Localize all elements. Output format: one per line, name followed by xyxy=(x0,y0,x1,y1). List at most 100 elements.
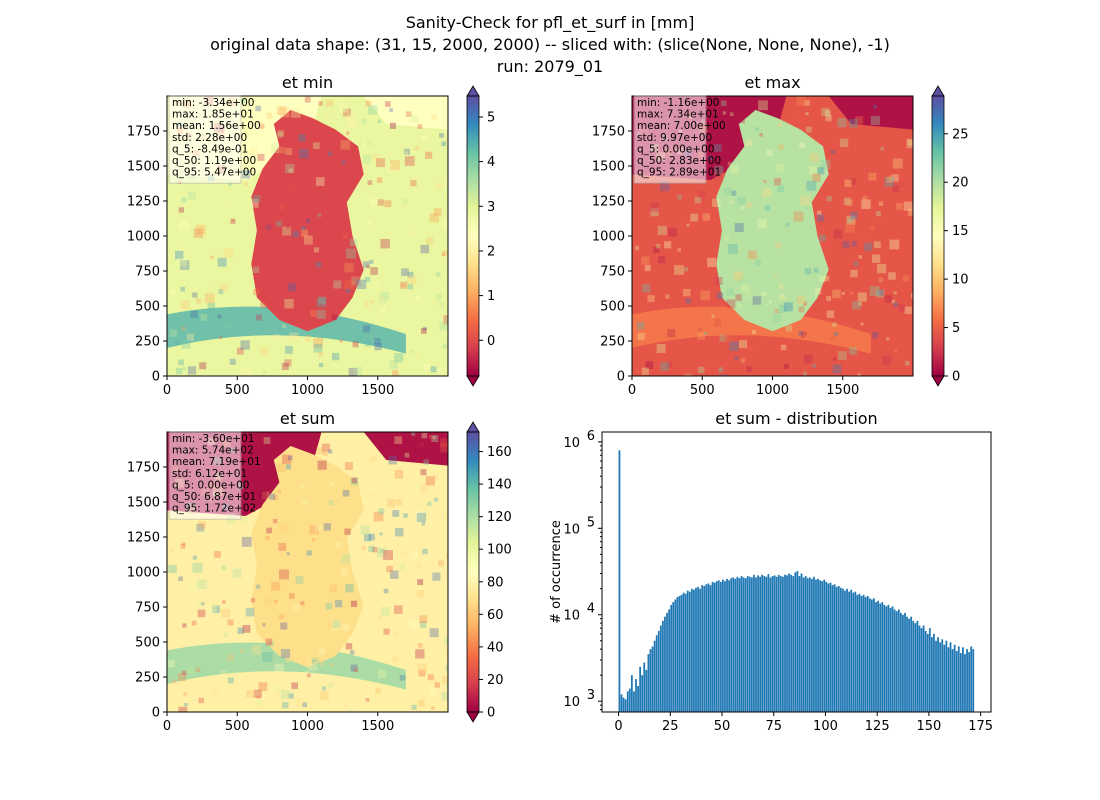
heatmap-cell xyxy=(339,339,343,343)
heatmap-cell xyxy=(373,511,384,522)
heatmap-cell xyxy=(869,286,880,296)
heatmap-cell xyxy=(172,212,176,216)
heatmap-cell xyxy=(443,190,448,195)
heatmap-cell xyxy=(240,649,245,653)
y-tick-label: 1250 xyxy=(592,195,625,210)
histogram-bar xyxy=(899,612,902,712)
histogram-bar xyxy=(891,606,894,712)
heatmap-cell xyxy=(276,463,286,472)
histogram-bar xyxy=(792,576,795,712)
heatmap-cell xyxy=(731,165,739,174)
colorbar-tick-label: 0 xyxy=(487,706,495,721)
heatmap-cell xyxy=(348,368,358,376)
heatmap-cell xyxy=(826,195,832,202)
heatmap-cell xyxy=(318,647,326,655)
heatmap-cell xyxy=(826,310,835,318)
heatmap-cell xyxy=(351,277,359,285)
heatmap-cell xyxy=(870,115,880,125)
heatmap-cell xyxy=(761,292,766,297)
heatmap-cell xyxy=(393,633,398,637)
heatmap-cell xyxy=(280,649,291,659)
heatmap-cell xyxy=(889,239,900,250)
heatmap-cell xyxy=(385,481,390,486)
heatmap-cell xyxy=(817,210,822,216)
heatmap-cell xyxy=(178,359,184,366)
histogram-bar xyxy=(639,666,642,712)
histogram-bar xyxy=(951,649,954,712)
histogram-bar xyxy=(717,580,720,712)
heatmap-cell xyxy=(170,547,175,552)
histogram-bar xyxy=(641,675,644,712)
heatmap-cell xyxy=(727,161,732,166)
heatmap-cell xyxy=(886,176,893,183)
heatmap-cell xyxy=(170,289,176,296)
histogram-bar xyxy=(664,616,666,712)
stats-line: max: 5.74e+02 xyxy=(172,445,254,457)
histogram-bar xyxy=(794,572,797,712)
x-tick-label: 75 xyxy=(765,719,782,734)
heatmap-cell xyxy=(304,335,311,342)
heatmap-cell xyxy=(243,126,253,136)
heatmap-cell xyxy=(377,199,384,206)
heatmap-cell xyxy=(740,119,745,124)
heatmap-cell xyxy=(402,151,409,158)
heatmap-cell xyxy=(220,284,228,292)
heatmap-cell xyxy=(437,368,443,373)
stats-line: std: 6.12e+01 xyxy=(172,468,247,480)
heatmap-cell xyxy=(229,358,236,365)
heatmap-cell xyxy=(187,582,197,592)
heatmap-cell xyxy=(265,597,273,605)
heatmap-cell xyxy=(256,695,260,699)
heatmap-cell xyxy=(262,623,266,627)
heatmap-cell xyxy=(677,195,682,200)
histogram-bar xyxy=(701,585,704,712)
heatmap-cell xyxy=(368,220,373,225)
heatmap-cell xyxy=(328,622,335,629)
heatmap-cell xyxy=(178,706,188,712)
y-tick-label: 10 xyxy=(563,695,580,710)
heatmap-cell xyxy=(441,252,446,257)
heatmap-cell xyxy=(446,555,448,559)
heatmap-cell xyxy=(379,549,384,553)
heatmap-cell xyxy=(813,267,819,273)
heatmap-cell xyxy=(334,702,339,708)
heatmap-cell xyxy=(168,564,177,574)
histogram-bar xyxy=(715,581,718,712)
heatmap-cell xyxy=(262,370,267,375)
heatmap-cell xyxy=(332,352,340,361)
histogram-bar xyxy=(630,675,633,712)
histogram-bar xyxy=(620,694,623,712)
heatmap-cell xyxy=(351,276,361,286)
histogram-bar xyxy=(633,691,635,712)
heatmap-cell xyxy=(891,299,896,304)
heatmap-cell xyxy=(291,108,301,118)
x-tick-label: 0 xyxy=(163,383,171,398)
heatmap-cell xyxy=(325,602,333,610)
heatmap-cell xyxy=(649,201,660,212)
heatmap-cell xyxy=(327,151,333,156)
heatmap-cell xyxy=(407,271,414,278)
heatmap-cell xyxy=(317,460,327,470)
heatmap-cell xyxy=(246,690,254,698)
heatmap-cell xyxy=(299,148,309,159)
y-tick-label: 1750 xyxy=(127,461,160,476)
heatmap-cell xyxy=(367,624,373,629)
heatmap-cell xyxy=(763,179,767,184)
heatmap-cell xyxy=(190,310,198,318)
heatmap-cell xyxy=(778,304,787,313)
histogram-bar xyxy=(866,595,869,712)
histogram-bar xyxy=(870,599,873,712)
heatmap-cell xyxy=(861,199,871,209)
heatmap-cell xyxy=(218,289,224,294)
heatmap-cell xyxy=(702,213,710,221)
heatmap-cell xyxy=(350,477,359,486)
heatmap-cell xyxy=(277,131,284,138)
heatmap-cell xyxy=(180,543,186,549)
heatmap-alpine-band xyxy=(167,642,406,690)
heatmap-cell xyxy=(723,333,732,342)
histogram-bar xyxy=(893,609,896,712)
heatmap-cell xyxy=(707,257,717,267)
heatmap-cell xyxy=(432,436,436,440)
histogram-bar xyxy=(831,585,834,712)
heatmap-cell xyxy=(375,688,381,694)
